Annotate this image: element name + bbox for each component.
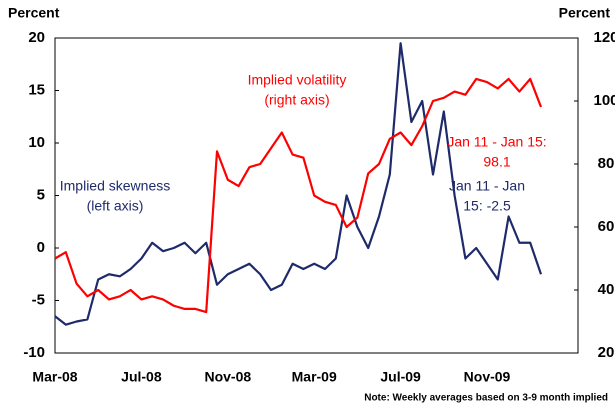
y2-tick-label: 100 xyxy=(593,92,615,109)
y-tick-label: -10 xyxy=(23,344,45,361)
x-tick-label: Jul-09 xyxy=(380,369,421,385)
x-tick-label: Mar-09 xyxy=(292,369,337,385)
x-tick-label: Jul-08 xyxy=(121,369,162,385)
annotation: Implied skewness xyxy=(60,178,171,194)
y-tick-label: 20 xyxy=(28,29,45,46)
x-tick-label: Nov-09 xyxy=(464,369,511,385)
annotation: Jan 11 - Jan xyxy=(449,178,525,194)
y-tick-label: -5 xyxy=(32,291,45,308)
y2-tick-label: 20 xyxy=(598,344,615,361)
annotation: (right axis) xyxy=(264,92,329,108)
y-axis-label: Percent xyxy=(8,5,60,21)
x-tick-label: Mar-08 xyxy=(32,369,77,385)
note: Note: Weekly averages based on 3-9 month… xyxy=(364,393,608,403)
annotation: 15: -2.5 xyxy=(463,198,511,214)
y2-tick-label: 120 xyxy=(593,29,615,46)
annotation: 98.1 xyxy=(483,154,510,170)
annotation: Jan 11 - Jan 15: xyxy=(447,134,546,150)
series-line xyxy=(54,77,543,314)
x-tick-label: Nov-08 xyxy=(204,369,251,385)
y-tick-label: 0 xyxy=(37,239,45,256)
annotation: (left axis) xyxy=(87,198,144,214)
y-tick-label: 5 xyxy=(37,186,45,203)
y2-tick-label: 40 xyxy=(598,281,615,298)
series-line xyxy=(54,42,543,326)
y2-tick-label: 80 xyxy=(598,155,615,172)
y-tick-label: 15 xyxy=(28,81,45,98)
y2-tick-label: 60 xyxy=(598,218,615,235)
y2-axis-label: Percent xyxy=(559,5,611,21)
y-tick-label: 10 xyxy=(28,134,45,151)
annotation: Implied volatility xyxy=(248,72,347,88)
